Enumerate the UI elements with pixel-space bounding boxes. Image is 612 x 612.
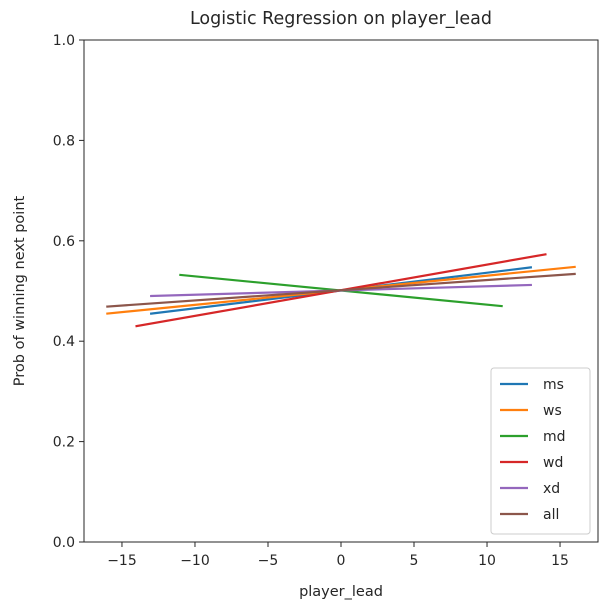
y-tick-label: 0.4 xyxy=(53,334,75,350)
y-tick-label: 0.2 xyxy=(53,435,75,451)
legend-label-xd: xd xyxy=(543,481,560,497)
series-line-all xyxy=(106,272,576,308)
legend-label-wd: wd xyxy=(543,455,563,471)
x-axis-label: player_lead xyxy=(299,584,383,600)
y-tick-label: 0.6 xyxy=(53,234,75,250)
y-tick-label: 0.0 xyxy=(53,535,75,551)
x-tick-label: 0 xyxy=(337,553,346,569)
legend-box xyxy=(490,367,591,535)
x-tick-label: −15 xyxy=(107,553,137,569)
y-axis-label: Prob of winning next point xyxy=(12,195,28,386)
x-tick-label: 15 xyxy=(551,553,569,569)
legend-label-ws: ws xyxy=(543,403,562,419)
legend-label-md: md xyxy=(543,429,566,445)
legend-label-ms: ms xyxy=(543,377,564,393)
y-tick-label: 0.8 xyxy=(53,133,75,149)
y-tick-label: 1.0 xyxy=(53,33,75,49)
x-tick-label: 5 xyxy=(410,553,419,569)
legend-label-all: all xyxy=(543,507,559,523)
chart-title: Logistic Regression on player_lead xyxy=(190,9,492,29)
plot-area: −15 −10 −5 0 5 10 15 0.0 0.2 0.4 0.6 0.8 1.0 ms ws md wd… xyxy=(53,33,599,569)
x-tick-label: −10 xyxy=(180,553,210,569)
x-tick-label: 10 xyxy=(478,553,496,569)
x-tick-label: −5 xyxy=(258,553,279,569)
